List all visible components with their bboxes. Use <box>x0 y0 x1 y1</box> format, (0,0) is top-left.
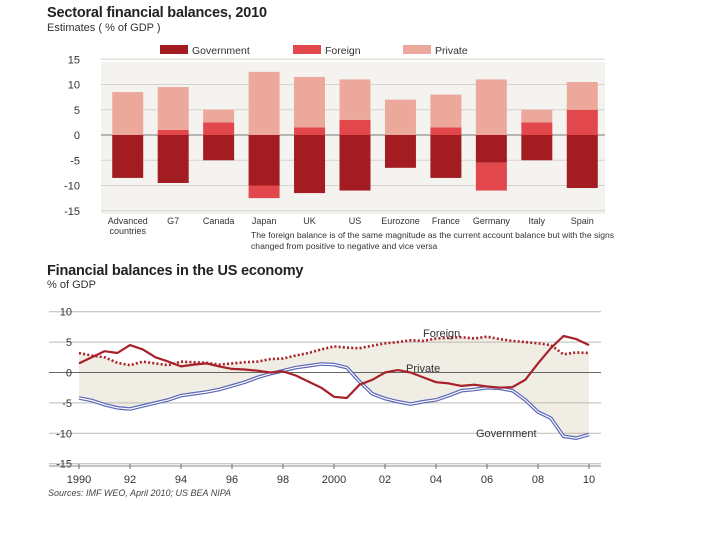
x-tick-label: 92 <box>124 474 136 486</box>
bar-eurozone-private <box>384 99 416 135</box>
x-category-label: Canada <box>203 216 235 226</box>
bar-spain-foreign <box>566 109 598 135</box>
legend-label-foreign: Foreign <box>325 45 361 57</box>
bar-g7-private <box>157 87 189 130</box>
sources-note: Sources: IMF WEO, April 2010; US BEA NIP… <box>48 488 232 498</box>
government-line-inner <box>78 363 590 439</box>
y-tick-label: -15 <box>64 206 80 218</box>
bar-france-government <box>430 135 462 178</box>
bar-canada-government <box>203 135 235 161</box>
x-category-label: Germany <box>473 216 511 226</box>
bar-japan-private <box>248 71 280 135</box>
y-tick-label: -5 <box>62 398 72 410</box>
foreign-balance-note: The foreign balance is of the same magni… <box>251 230 615 251</box>
x-category-label: Japan <box>252 216 277 226</box>
x-category-label: UK <box>303 216 316 226</box>
series-label-foreign: Foreign <box>423 328 460 340</box>
x-tick-label: 04 <box>430 474 442 486</box>
x-tick-label: 98 <box>277 474 289 486</box>
y-tick-label: 15 <box>68 54 80 66</box>
bar-us-foreign <box>339 119 371 135</box>
chart2-subtitle: % of GDP <box>47 279 96 291</box>
bar-uk-private <box>294 76 326 128</box>
x-category-label: Spain <box>571 216 594 226</box>
legend-swatch-government <box>160 45 188 54</box>
bar-us-government <box>339 135 371 191</box>
y-tick-label: 10 <box>68 80 80 92</box>
series-label-government: Government <box>476 428 537 440</box>
bar-germany-government <box>475 135 507 163</box>
y-tick-label: 5 <box>66 337 72 349</box>
bar-italy-government <box>521 135 553 161</box>
bar-spain-private <box>566 81 598 110</box>
bar-canada-foreign <box>203 122 235 135</box>
legend-label-private: Private <box>435 45 468 57</box>
bar-germany-private <box>475 79 507 135</box>
bar-france-foreign <box>430 127 462 135</box>
x-tick-label: 94 <box>175 474 187 486</box>
x-tick-label: 96 <box>226 474 238 486</box>
bar-us-private <box>339 79 371 120</box>
y-tick-label: -10 <box>56 428 72 440</box>
chart2-title: Financial balances in the US economy <box>47 263 304 279</box>
bar-italy-foreign <box>521 122 553 135</box>
series-label-private: Private <box>406 363 440 375</box>
bar-italy-private <box>521 109 553 123</box>
legend-swatch-private <box>403 45 431 54</box>
bar-germany-foreign <box>475 162 507 191</box>
y-tick-label: 10 <box>60 307 72 319</box>
y-tick-label: 0 <box>74 130 80 142</box>
x-tick-label: 02 <box>379 474 391 486</box>
chart1-subtitle: Estimates ( % of GDP ) <box>47 22 161 34</box>
bar-spain-government <box>566 135 598 189</box>
x-tick-label: 10 <box>583 474 595 486</box>
x-tick-label: 2000 <box>322 474 346 486</box>
bar-g7-government <box>157 135 189 183</box>
bar-japan-government <box>248 135 280 186</box>
bar-g7-foreign <box>157 129 189 135</box>
x-tick-label: 08 <box>532 474 544 486</box>
chart1-title: Sectoral financial balances, 2010 <box>47 5 267 21</box>
y-tick-label: 0 <box>66 368 72 380</box>
bar-france-private <box>430 94 462 128</box>
bar-uk-foreign <box>294 127 326 135</box>
x-category-label: Advanced countries <box>108 216 148 236</box>
bar-eurozone-government <box>384 135 416 168</box>
x-tick-label: 1990 <box>67 474 91 486</box>
private-line <box>78 334 590 400</box>
y-tick-label: -15 <box>56 459 72 471</box>
x-category-label: Italy <box>529 216 546 226</box>
x-tick-label: 06 <box>481 474 493 486</box>
bar-advanced-countries-private <box>112 92 144 135</box>
x-category-label: G7 <box>167 216 179 226</box>
bar-canada-private <box>203 109 235 123</box>
y-tick-label: -5 <box>70 155 80 167</box>
y-tick-label: 5 <box>74 105 80 117</box>
bar-japan-foreign <box>248 185 280 199</box>
bar-uk-government <box>294 135 326 194</box>
y-tick-label: -10 <box>64 181 80 193</box>
bar-advanced-countries-government <box>112 135 144 178</box>
balance-shaded-area <box>79 336 589 439</box>
x-category-label: US <box>349 216 362 226</box>
legend-swatch-foreign <box>293 45 321 54</box>
legend-label-government: Government <box>192 45 250 57</box>
x-category-label: France <box>432 216 460 226</box>
x-category-label: Eurozone <box>381 216 420 226</box>
